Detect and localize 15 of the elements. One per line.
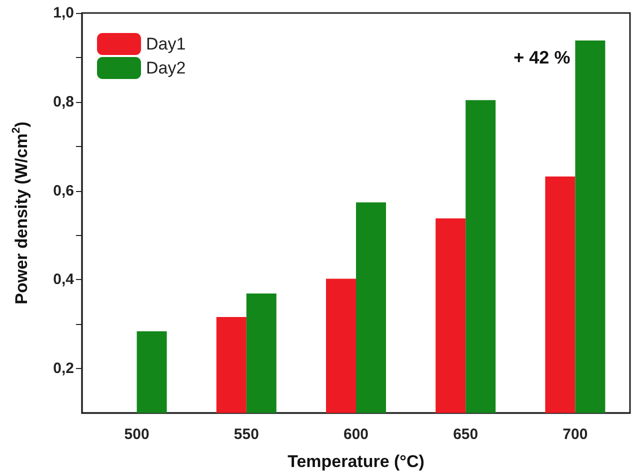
legend-label: Day2 [146,58,186,78]
y-tick-label: 0,8 [53,93,74,110]
y-tick-label: 0,4 [53,271,75,288]
y-tick-label: 1,0 [53,4,74,22]
y-tick-label: 0,6 [53,182,74,200]
x-tick-label: 500 [124,426,150,443]
x-tick-label: 600 [343,426,369,443]
legend-label: Day1 [146,34,186,54]
annotation: + 42 % [514,47,570,68]
x-tick-label: 700 [562,426,588,443]
y-axis-title: Power density (W/cm2) [10,122,31,304]
y-tick-label: 0,2 [53,360,74,378]
x-axis-title: Temperature (°C) [288,452,424,471]
x-tick-label: 550 [234,426,259,443]
x-tick-label: 650 [453,426,478,443]
